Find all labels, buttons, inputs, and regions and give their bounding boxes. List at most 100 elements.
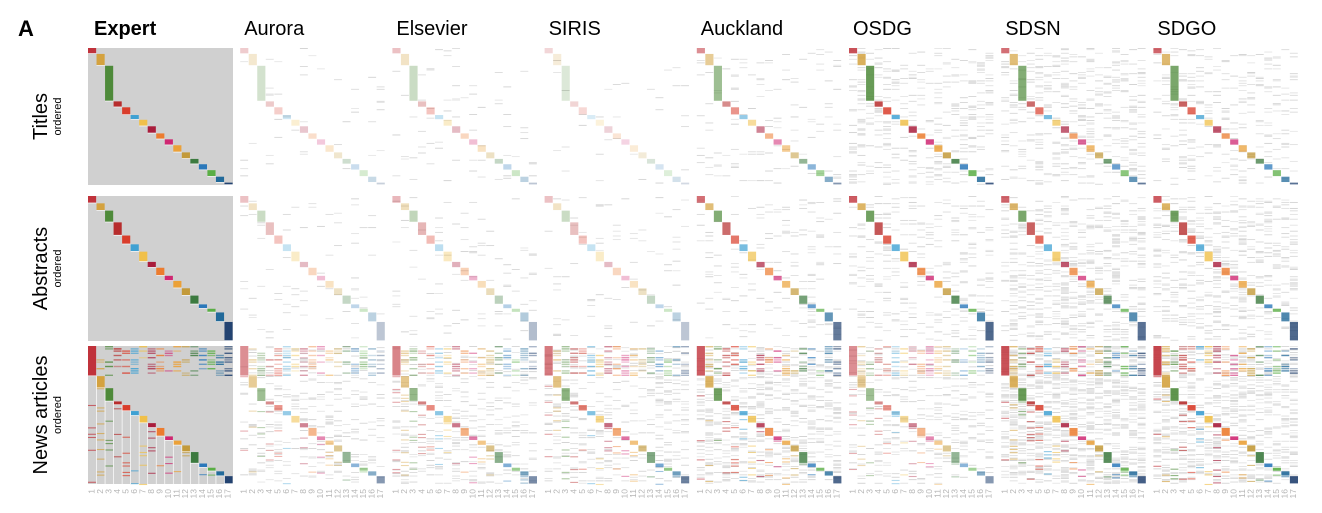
cross-label-cell: [748, 446, 756, 447]
noise-cell: [1129, 109, 1137, 110]
noise-cell: [587, 459, 595, 460]
noise-cell: [722, 390, 730, 391]
noise-cell: [917, 479, 925, 480]
sdg-8-block: [452, 262, 460, 267]
multi-label-cell: [452, 364, 460, 365]
noise-cell: [782, 335, 790, 336]
cross-label-cell: [722, 431, 730, 432]
noise-cell: [748, 413, 756, 414]
multi-label-cell: [334, 350, 342, 351]
noise-cell: [1027, 67, 1035, 68]
noise-cell: [334, 471, 342, 472]
multi-label-cell: [105, 361, 113, 362]
noise-cell: [833, 246, 841, 247]
noise-cell: [808, 173, 816, 174]
panel-siris-row1: [545, 48, 690, 184]
noise-cell: [757, 455, 765, 456]
noise-cell: [596, 436, 604, 437]
noise-cell: [731, 166, 739, 167]
noise-cell: [1112, 196, 1120, 197]
multi-label-cell: [782, 368, 790, 369]
noise-cell: [461, 382, 469, 383]
multi-label-cell: [131, 353, 139, 354]
noise-cell: [655, 460, 663, 461]
multi-label-cell: [977, 366, 985, 367]
noise-cell: [435, 148, 443, 149]
noise-cell: [774, 473, 782, 474]
noise-cell: [621, 198, 629, 199]
noise-cell: [816, 279, 824, 280]
noise-cell: [917, 222, 925, 223]
cross-label-cell: [934, 449, 942, 450]
multi-label-cell: [926, 348, 934, 349]
noise-cell: [977, 101, 985, 102]
noise-cell: [503, 178, 511, 179]
noise-cell: [1061, 137, 1069, 138]
noise-cell: [1129, 210, 1137, 211]
multi-label-cell: [427, 348, 435, 349]
noise-cell: [1129, 214, 1137, 215]
noise-cell: [934, 162, 942, 163]
noise-cell: [587, 300, 595, 301]
sdg-2-block: [249, 203, 257, 210]
noise-cell: [461, 356, 469, 357]
noise-cell: [1069, 200, 1077, 201]
sdg-8-block: [604, 423, 612, 427]
noise-cell: [325, 214, 333, 215]
multi-label-cell: [782, 375, 790, 376]
noise-cell: [638, 369, 646, 370]
noise-cell: [1138, 102, 1146, 103]
noise-cell: [705, 412, 713, 413]
cross-label-cell: [139, 455, 147, 456]
multi-label-cell: [317, 372, 325, 373]
noise-cell: [435, 313, 443, 314]
noise-cell: [1044, 76, 1052, 77]
noise-cell: [765, 412, 773, 413]
noise-cell: [529, 389, 537, 390]
noise-cell: [1018, 178, 1026, 179]
noise-cell: [866, 251, 874, 252]
noise-cell: [858, 483, 866, 484]
noise-cell: [469, 376, 477, 377]
multi-label-cell: [647, 348, 655, 349]
noise-cell: [469, 360, 477, 361]
noise-cell: [791, 254, 799, 255]
noise-cell: [486, 231, 494, 232]
noise-cell: [849, 59, 857, 60]
noise-cell: [1010, 120, 1018, 121]
noise-cell: [334, 399, 342, 400]
panel-elsevier-row2: [392, 196, 537, 340]
noise-cell: [427, 460, 435, 461]
noise-cell: [909, 112, 917, 113]
multi-label-cell: [765, 359, 773, 360]
noise-cell: [985, 55, 993, 56]
noise-cell: [1018, 168, 1026, 169]
noise-cell: [1069, 89, 1077, 90]
noise-cell: [934, 319, 942, 320]
multi-label-cell: [131, 359, 139, 360]
cross-label-cell: [131, 483, 139, 484]
noise-cell: [377, 418, 385, 419]
noise-cell: [452, 418, 460, 419]
multi-label-cell: [360, 355, 368, 356]
noise-cell: [968, 327, 976, 328]
noise-cell: [377, 394, 385, 395]
multi-label-cell: [418, 366, 426, 367]
noise-cell: [553, 422, 561, 423]
noise-cell: [1104, 67, 1112, 68]
multi-label-cell: [892, 375, 900, 376]
noise-cell: [985, 209, 993, 210]
noise-cell: [1129, 232, 1137, 233]
noise-cell: [435, 232, 443, 233]
multi-label-cell: [866, 372, 874, 373]
noise-cell: [985, 250, 993, 251]
block-divider: [182, 451, 191, 452]
sdg-14-block: [808, 304, 816, 308]
noise-cell: [621, 431, 629, 432]
noise-cell: [968, 248, 976, 249]
sdg-7-block: [900, 252, 908, 262]
cross-label-cell: [782, 458, 790, 459]
noise-cell: [452, 468, 460, 469]
noise-cell: [520, 377, 528, 378]
multi-label-cell: [418, 350, 426, 351]
